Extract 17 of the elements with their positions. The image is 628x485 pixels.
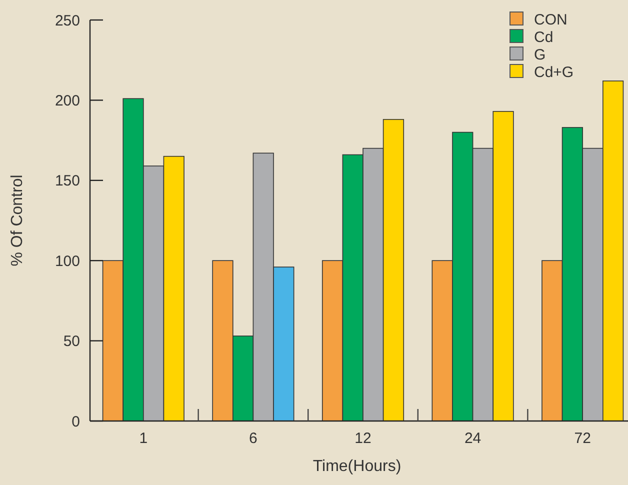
x-axis-title: Time(Hours) xyxy=(312,458,402,475)
y-tick-label: 150 xyxy=(54,172,80,190)
legend-label: Cd xyxy=(534,28,554,46)
y-tick-label: 100 xyxy=(54,252,80,270)
x-tick-label: 24 xyxy=(464,430,482,447)
y-tick-label: 250 xyxy=(54,12,80,30)
y-axis-title: % Of Control xyxy=(9,174,26,266)
x-tick-label: 12 xyxy=(354,430,372,447)
y-tick-label: 0 xyxy=(72,413,80,430)
y-tick-label: 50 xyxy=(63,333,80,350)
x-tick-label: 6 xyxy=(249,430,258,447)
legend-label: Cd+G xyxy=(534,64,574,81)
legend-label: CON xyxy=(534,11,568,28)
x-tick-label: 72 xyxy=(574,430,591,447)
legend-label: G xyxy=(534,46,546,64)
y-tick-label: 200 xyxy=(54,92,80,110)
x-tick-label: 1 xyxy=(139,430,148,447)
